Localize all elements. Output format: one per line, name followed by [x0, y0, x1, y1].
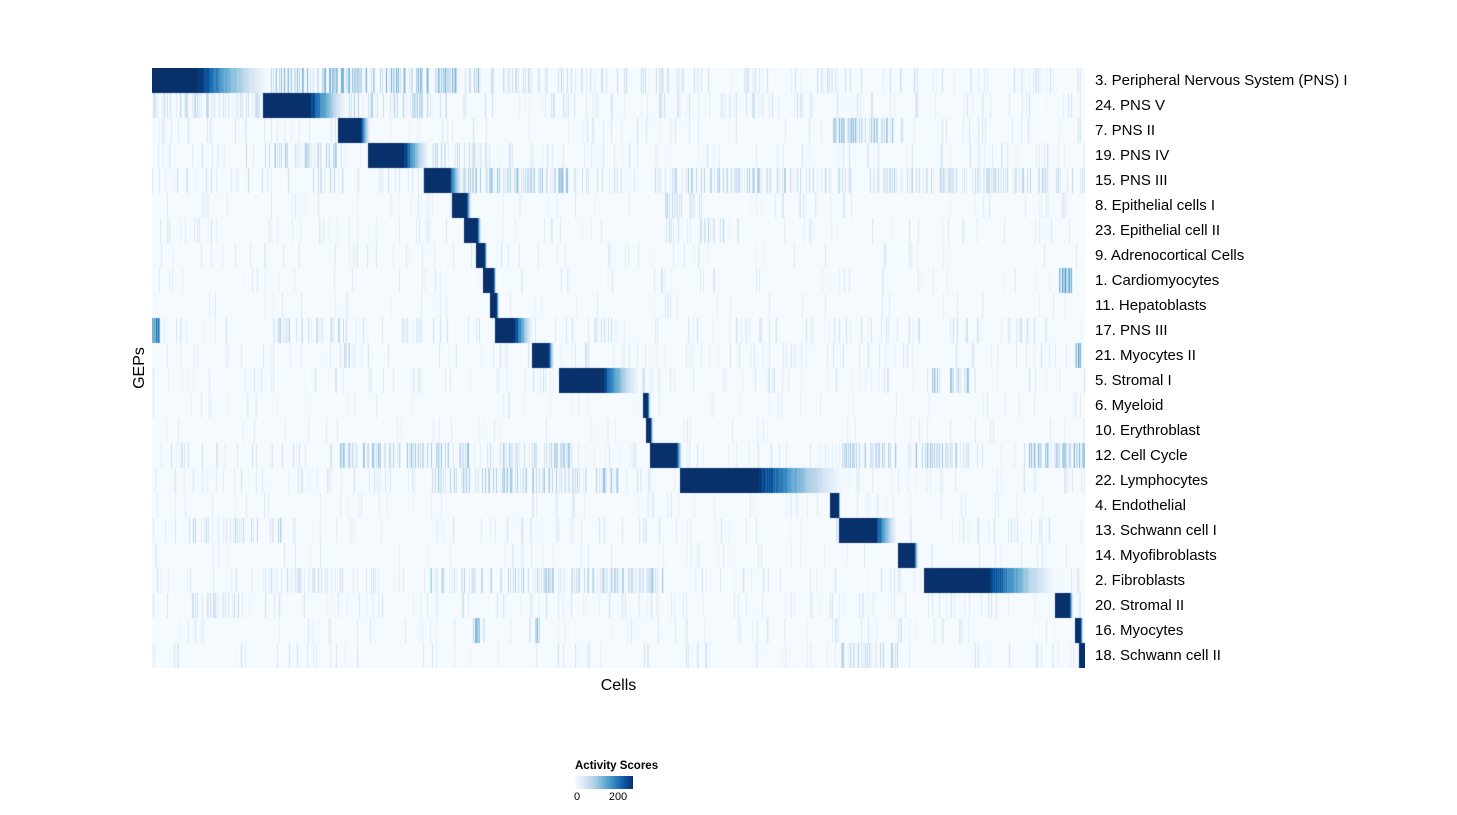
row-label: 21. Myocytes II	[1095, 347, 1196, 364]
row-labels: 3. Peripheral Nervous System (PNS) I 24. …	[1095, 68, 1435, 668]
row-label: 20. Stromal II	[1095, 597, 1185, 614]
row-label: 9. Adrenocortical Cells	[1095, 247, 1245, 264]
row-label: 11. Hepatoblasts	[1095, 297, 1207, 314]
row-label: 14. Myofibroblasts	[1095, 547, 1217, 564]
row-label: 5. Stromal I	[1095, 372, 1172, 389]
x-axis-label: Cells	[600, 677, 637, 694]
row-label: 12. Cell Cycle	[1095, 447, 1188, 464]
heatmap-canvas	[152, 68, 1085, 668]
row-label: 16. Myocytes	[1095, 622, 1184, 639]
row-label: 4. Endothelial	[1095, 497, 1186, 514]
row-label: 17. PNS III	[1095, 322, 1168, 339]
legend-ticks: 0 200	[573, 791, 658, 805]
row-label: 19. PNS IV	[1095, 147, 1170, 164]
legend-gradient-bar	[575, 776, 633, 789]
colorbar-legend: Activity Scores 0 200	[573, 760, 659, 805]
row-label: 3. Peripheral Nervous System (PNS) I	[1095, 72, 1348, 89]
row-label: 2. Fibroblasts	[1095, 572, 1186, 589]
row-label: 7. PNS II	[1095, 122, 1156, 139]
row-label: 22. Lymphocytes	[1095, 472, 1208, 489]
row-label: 8. Epithelial cells I	[1095, 197, 1216, 214]
legend-tick-min: 0	[573, 791, 581, 803]
y-axis-label: GEPs	[131, 347, 148, 389]
row-label: 13. Schwann cell I	[1095, 522, 1217, 539]
row-label: 24. PNS V	[1095, 97, 1166, 114]
row-label: 23. Epithelial cell II	[1095, 222, 1221, 239]
row-label: 6. Myeloid	[1095, 397, 1164, 414]
row-label: 18. Schwann cell II	[1095, 647, 1221, 664]
row-label: 15. PNS III	[1095, 172, 1168, 189]
row-label: 1. Cardiomyocytes	[1095, 272, 1220, 289]
row-label: 10. Erythroblast	[1095, 422, 1201, 439]
legend-title: Activity Scores	[575, 760, 659, 772]
legend-tick-max: 200	[608, 791, 628, 803]
